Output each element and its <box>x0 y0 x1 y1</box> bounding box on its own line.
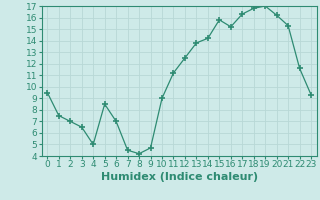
X-axis label: Humidex (Indice chaleur): Humidex (Indice chaleur) <box>100 172 258 182</box>
